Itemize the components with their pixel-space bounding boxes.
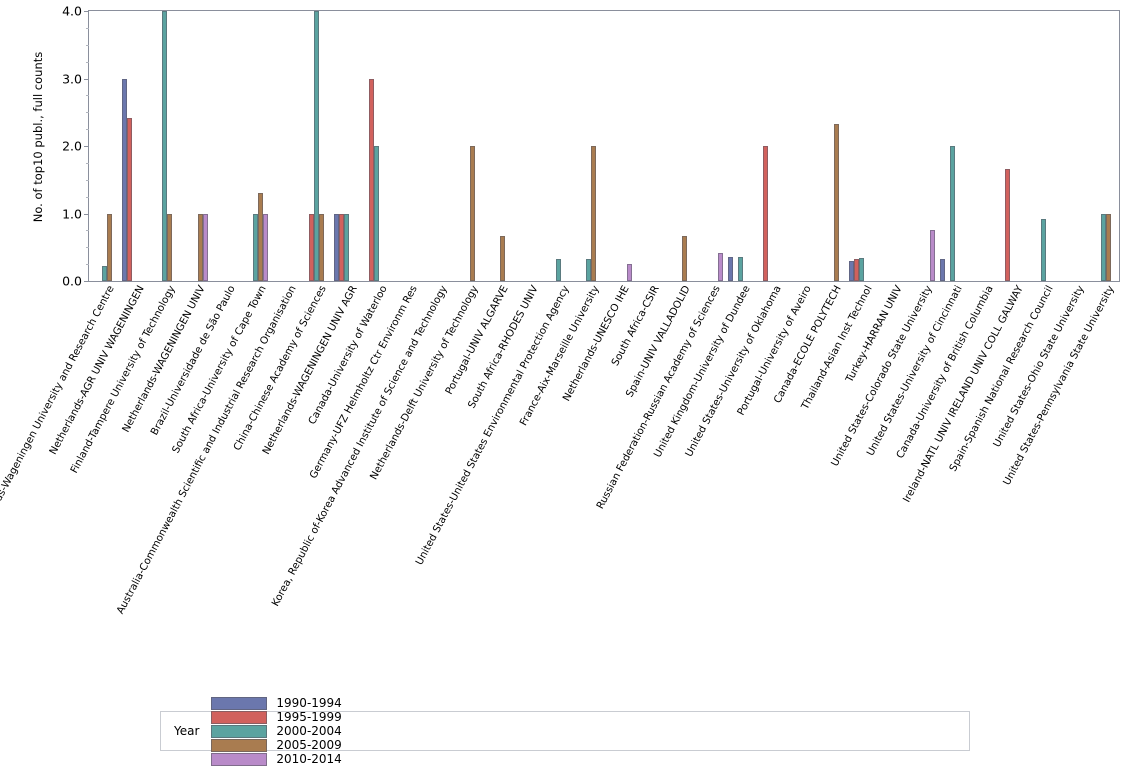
legend-item-label: 2000-2004 [276, 724, 342, 738]
bar [1040, 218, 1046, 281]
bar [374, 146, 380, 281]
bar [1101, 213, 1107, 281]
bar [833, 123, 839, 281]
bar [717, 252, 723, 281]
legend-item-label: 2010-2014 [276, 752, 342, 766]
bar [313, 11, 319, 281]
bar [500, 236, 506, 281]
bar [939, 259, 945, 281]
y-axis-tick-label: 2.0 [62, 138, 82, 154]
y-axis-tick-mark [84, 213, 89, 215]
bar [591, 146, 597, 281]
bar [556, 259, 562, 281]
bar [253, 213, 259, 281]
y-axis-minor-tick [86, 230, 89, 232]
y-axis-label: No. of top10 publ., full counts [31, 51, 45, 223]
y-axis-minor-tick [86, 247, 89, 249]
legend-item[interactable]: 2000-2004 [211, 724, 363, 738]
legend-color-swatch [211, 710, 268, 724]
x-axis-tick-label: Turkey-HARRAN UNIV [844, 284, 905, 385]
y-axis-tick-label: 4.0 [62, 3, 82, 19]
bar [101, 266, 107, 281]
x-axis-tick-label: United States-Pennsylvania State Univers… [1001, 284, 1117, 488]
y-axis-tick-label: 3.0 [62, 71, 82, 86]
bar [859, 258, 864, 281]
legend-color-swatch [211, 752, 268, 766]
legend-color-swatch [211, 738, 268, 752]
y-axis-minor-tick [86, 179, 89, 181]
bar [263, 213, 269, 281]
x-axis-tick-label: United States-United States Environmenta… [413, 284, 572, 568]
legend-item[interactable]: 2010-2014 [211, 752, 363, 766]
bar [197, 213, 203, 281]
legend-item-label: 1995-1999 [276, 710, 342, 724]
bar [258, 193, 264, 281]
legend-item[interactable]: 2005-2009 [211, 738, 363, 752]
bar [126, 117, 132, 281]
bar [586, 258, 592, 281]
bar [626, 264, 632, 281]
bar [162, 11, 168, 281]
y-axis-minor-tick [86, 129, 89, 131]
chart-legend: Year 1990-1994 1995-1999 2000-2004 2005-200… [160, 696, 970, 766]
bar [339, 213, 344, 281]
bar [121, 78, 127, 281]
bar [334, 213, 339, 281]
y-axis-minor-tick [86, 95, 89, 97]
bar [682, 236, 688, 281]
y-axis-minor-tick [86, 196, 89, 198]
legend-item-label: 1990-1994 [276, 696, 342, 710]
bar [167, 213, 173, 281]
y-axis-minor-tick [86, 61, 89, 63]
bar [202, 213, 208, 281]
y-axis-tick-label: 0.0 [62, 273, 82, 289]
bar [949, 146, 955, 281]
legend-item-label: 2005-2009 [276, 738, 342, 752]
bar [369, 78, 375, 281]
y-axis-minor-tick [86, 44, 89, 46]
bar [849, 260, 854, 281]
y-axis-tick-mark [84, 281, 89, 282]
bar [470, 146, 476, 281]
bar [1106, 213, 1112, 281]
y-axis-tick-label: 1.0 [62, 206, 82, 221]
bar [763, 146, 769, 281]
legend-color-swatch [211, 696, 268, 710]
bar [308, 213, 314, 281]
legend-item[interactable]: 1990-1994 [211, 696, 363, 710]
legend-color-swatch [211, 724, 268, 738]
bar [929, 230, 935, 281]
y-axis-minor-tick [86, 27, 89, 29]
bar [1005, 168, 1011, 281]
bar [106, 213, 112, 281]
y-axis-tick-mark [84, 78, 89, 80]
bar [737, 256, 743, 281]
y-axis-minor-tick [86, 264, 89, 266]
legend-item[interactable]: 1995-1999 [211, 710, 363, 724]
bar [344, 213, 349, 281]
plot-area: 0.0 1.0 2.0 3.0 4.0 [62, 4, 1120, 289]
y-axis-tick-mark [84, 11, 89, 12]
y-axis-minor-tick [86, 112, 89, 114]
y-axis-minor-tick [86, 162, 89, 164]
bar [727, 256, 733, 281]
legend-title: Year [174, 724, 200, 738]
bar [854, 258, 859, 281]
bar [318, 213, 324, 281]
y-axis-tick-mark [84, 146, 89, 147]
